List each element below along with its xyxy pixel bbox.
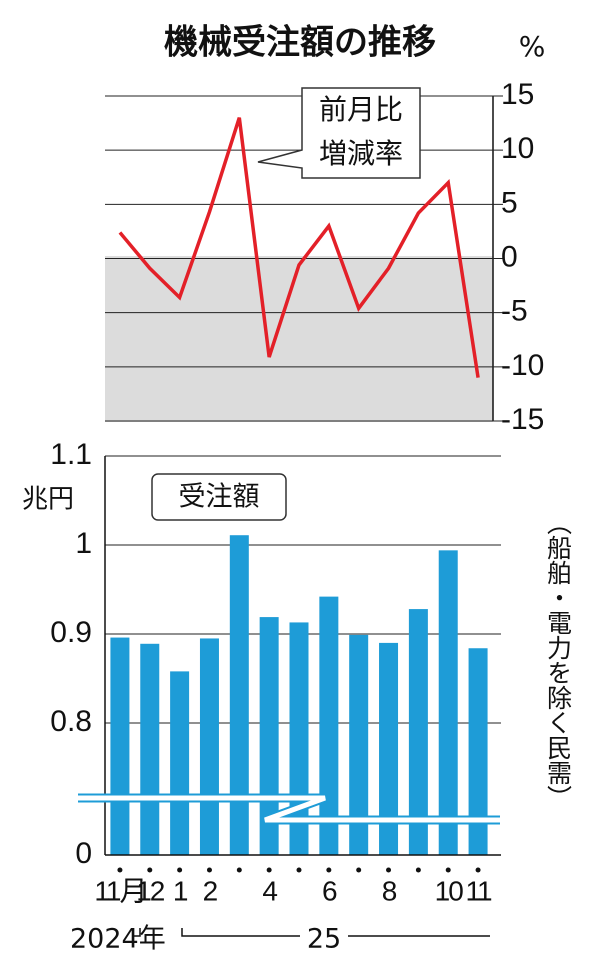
axis-break (78, 795, 500, 823)
y-tick-label: 5 (501, 186, 518, 219)
year-label: 25 (307, 924, 341, 955)
tick-dot (356, 867, 362, 873)
y-tick-label: 0.8 (50, 705, 92, 738)
tick-dot (266, 867, 272, 873)
y-tick-label: 1 (75, 527, 92, 560)
bar (379, 642, 399, 855)
y-tick-label: 0 (75, 837, 92, 870)
tick-dot (236, 867, 242, 873)
bar (468, 648, 488, 855)
bar (140, 643, 160, 855)
y-tick-label: -15 (501, 403, 544, 436)
x-tick-label: 6 (322, 875, 337, 906)
x-tick-label: 11月 (94, 875, 145, 906)
unit-label: 兆円 (22, 485, 74, 515)
bar (110, 637, 130, 855)
bar (319, 596, 339, 855)
tick-dot (117, 867, 123, 873)
year-bracket (132, 928, 141, 937)
x-tick-label: 4 (262, 875, 277, 906)
y-tick-label: 15 (501, 78, 534, 111)
annotation-box (257, 87, 421, 179)
x-tick-label: 8 (382, 875, 397, 906)
negative-band (105, 256, 493, 422)
x-tick-label: 12 (136, 875, 165, 906)
y-tick-label: 10 (501, 132, 534, 165)
data-line (118, 117, 480, 378)
chart-title: 機械受注額の推移 (164, 23, 436, 63)
bar (199, 638, 219, 855)
tick-dot (206, 867, 212, 873)
annotation: 受注額 (179, 482, 260, 513)
tick-dot (386, 867, 392, 873)
y-tick-label: -5 (501, 295, 528, 328)
tick-dot (177, 867, 183, 873)
tick-dot (147, 867, 153, 873)
note: （船舶・電力を除く民需） (544, 510, 573, 810)
bar (438, 550, 458, 855)
x-tick-label: 1 (173, 875, 188, 906)
annotation: 増減率 (319, 137, 403, 170)
year-bracket (181, 928, 490, 937)
bar (170, 671, 190, 855)
tick-dot (415, 867, 421, 873)
y-tick-label: 1.1 (50, 438, 92, 471)
tick-dot (326, 867, 332, 873)
tick-dot (445, 867, 451, 873)
annotation: 前月比 (319, 93, 403, 126)
x-tick-label: 10 (435, 875, 464, 906)
y-tick-label: -10 (501, 349, 544, 382)
tick-dot (475, 867, 481, 873)
x-tick-label: 2 (203, 875, 218, 906)
unit-label: % (519, 30, 546, 63)
bar (408, 609, 428, 855)
annotation-box (151, 473, 287, 521)
y-tick-label: 0 (501, 240, 518, 273)
bar (349, 634, 369, 855)
year-label: 2024年 (70, 924, 166, 955)
bar (229, 535, 249, 855)
x-tick-label: 11 (466, 875, 492, 906)
y-tick-label: 0.9 (50, 616, 92, 649)
tick-dot (296, 867, 302, 873)
